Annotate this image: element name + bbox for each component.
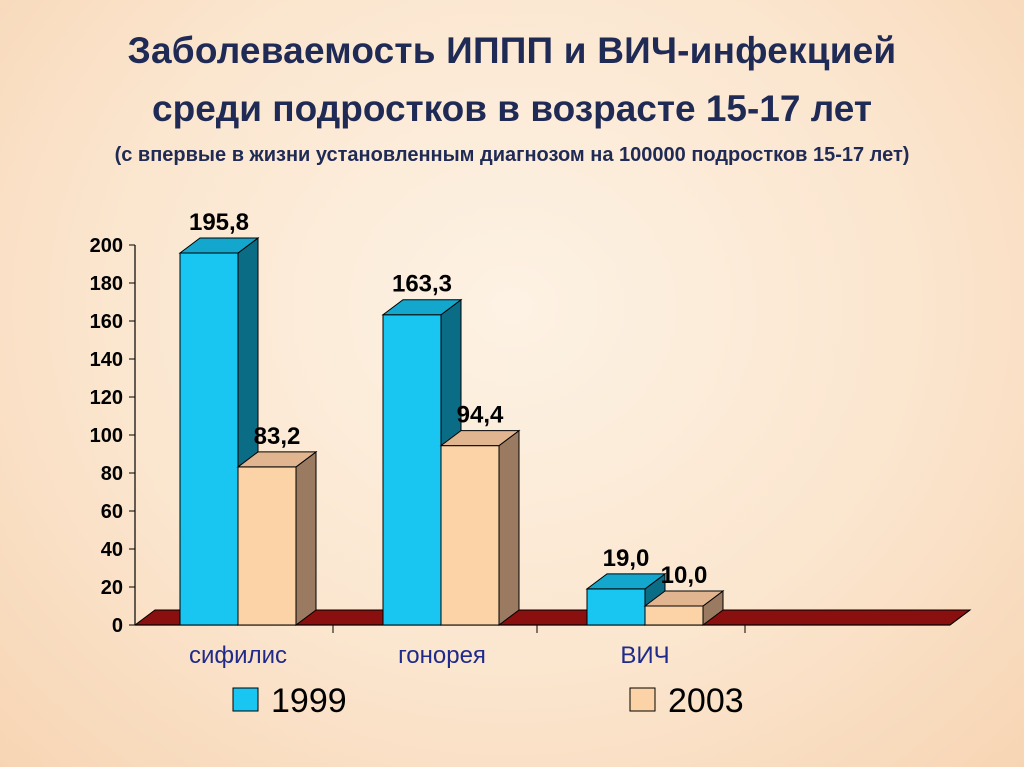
bar-side (498, 429, 520, 626)
x-category-label: гонорея (398, 642, 486, 669)
data-label: 94,4 (457, 402, 504, 429)
bar-top (381, 299, 463, 316)
x-category-label: ВИЧ (620, 642, 669, 669)
data-label: 83,2 (254, 423, 301, 450)
data-label: 10,0 (661, 562, 708, 589)
y-tick-label: 20 (101, 577, 123, 599)
bar-сифилис-2003 (236, 450, 318, 626)
bar-гонорея-2003 (439, 429, 521, 626)
bar-front (440, 445, 500, 626)
x-axis-end (949, 609, 971, 626)
bar-front (382, 314, 442, 626)
bar-top (643, 590, 725, 607)
y-tick-label: 180 (90, 273, 123, 295)
y-tick-label: 120 (90, 387, 123, 409)
bar-top (585, 573, 667, 590)
y-tick-label: 60 (101, 501, 123, 523)
legend-label-1999: 1999 (271, 682, 347, 720)
legend-swatch-1999 (232, 687, 259, 712)
bar-top (236, 451, 318, 468)
y-tick-label: 140 (90, 349, 123, 371)
bar-front (586, 588, 646, 626)
bar-front (237, 466, 297, 626)
data-label: 19,0 (603, 545, 650, 572)
x-category-label: сифилис (189, 642, 287, 669)
y-tick-label: 160 (90, 311, 123, 333)
y-tick-label: 80 (101, 463, 123, 485)
bar-ВИЧ-2003 (643, 590, 725, 626)
y-tick-label: 100 (90, 425, 123, 447)
legend-label-2003: 2003 (668, 682, 744, 720)
y-tick-label: 0 (112, 615, 123, 637)
data-label: 163,3 (392, 271, 452, 298)
chart-subtitle: (с впервые в жизни установленным диагноз… (114, 144, 910, 166)
bar-top (439, 430, 521, 447)
bar-front (644, 605, 704, 626)
chart-title-line-2: среди подростков в возрасте 15-17 лет (152, 88, 872, 129)
chart-title-line-1: Заболеваемость ИППП и ВИЧ-инфекцией (127, 30, 897, 71)
bar-front (179, 252, 239, 626)
data-label: 195,8 (189, 209, 249, 236)
y-tick-label: 200 (90, 235, 123, 257)
bar-side (295, 450, 317, 626)
y-tick-label: 40 (101, 539, 123, 561)
legend-swatch-2003 (629, 687, 656, 712)
bar-top (178, 237, 260, 254)
